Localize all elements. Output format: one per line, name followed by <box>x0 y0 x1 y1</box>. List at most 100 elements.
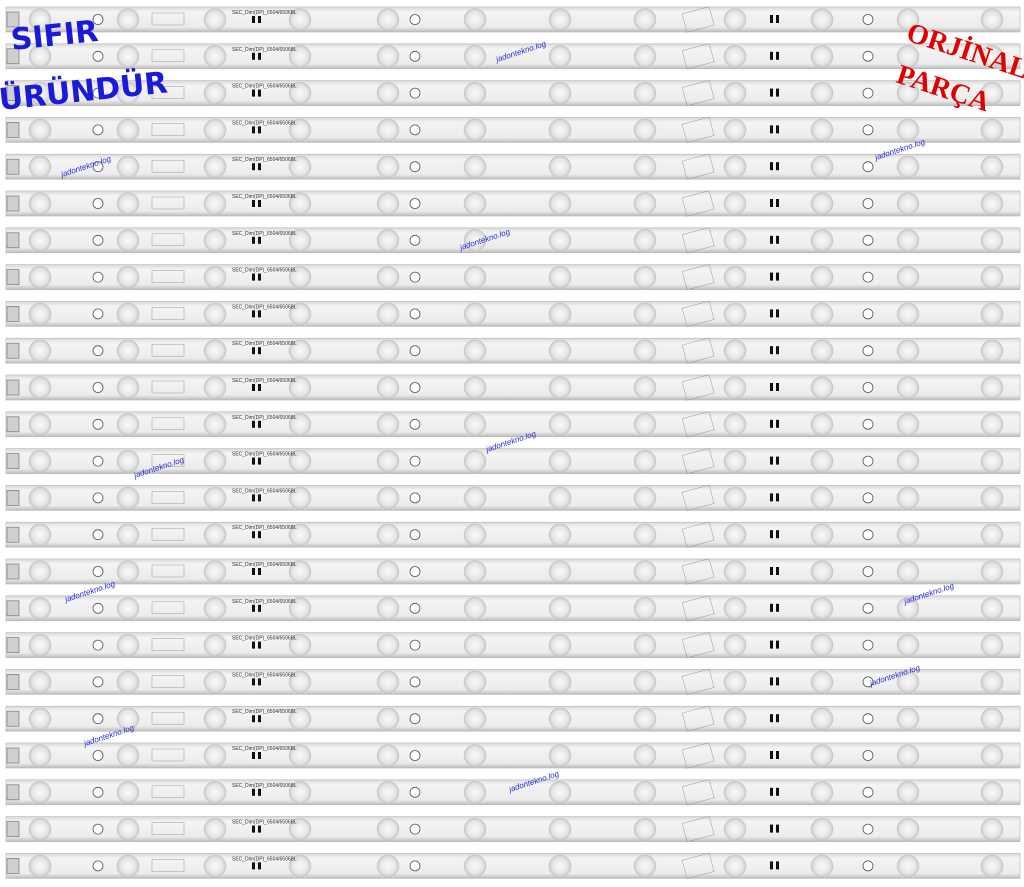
led-strip: SEC_Dim(DP)_6504/6506BL <box>5 558 1021 585</box>
led <box>28 597 52 620</box>
hole <box>92 87 104 99</box>
strip-label: SEC_Dim(DP)_6504/6506BL <box>232 84 297 90</box>
chip <box>776 493 779 502</box>
led <box>810 670 834 694</box>
led <box>463 413 487 436</box>
led <box>28 670 52 694</box>
hole <box>409 418 421 430</box>
hole <box>92 529 104 541</box>
led <box>376 376 400 399</box>
barcode <box>681 227 715 254</box>
led <box>810 486 834 510</box>
hole <box>92 161 104 173</box>
led <box>548 413 572 436</box>
chip <box>258 862 261 870</box>
chip <box>770 419 773 428</box>
chip <box>776 309 779 318</box>
led <box>288 560 312 583</box>
led <box>28 229 52 252</box>
led <box>633 413 657 436</box>
barcode <box>151 491 185 504</box>
strip-label: SEC_Dim(DP)_6504/6506BL <box>232 709 297 715</box>
chip <box>258 384 261 391</box>
chip <box>770 235 773 244</box>
led <box>203 633 227 657</box>
led <box>723 449 747 473</box>
led <box>548 817 572 841</box>
led <box>633 449 657 473</box>
led <box>288 376 312 399</box>
led <box>288 265 312 289</box>
strip-label: SEC_Dim(DP)_6504/6506BL <box>232 452 297 458</box>
strip-board <box>5 558 1021 585</box>
led <box>203 854 227 878</box>
connector <box>6 490 20 506</box>
led <box>28 413 52 436</box>
connector <box>6 306 20 322</box>
chip <box>776 824 779 833</box>
led <box>288 339 312 362</box>
chip <box>776 787 779 796</box>
hole <box>862 602 874 614</box>
chip <box>258 89 261 97</box>
led <box>723 376 747 399</box>
led-strip: SEC_Dim(DP)_6504/6506BL <box>5 521 1021 548</box>
led <box>203 707 227 730</box>
led <box>896 45 920 68</box>
chip <box>258 752 261 759</box>
led <box>633 265 657 289</box>
chip <box>258 641 261 649</box>
hole <box>92 860 104 872</box>
led <box>980 597 1004 620</box>
led <box>376 413 400 436</box>
led <box>116 597 140 620</box>
barcode <box>151 454 185 467</box>
chip <box>252 715 255 723</box>
led <box>116 817 140 841</box>
led <box>28 265 52 289</box>
barcode <box>681 337 715 364</box>
led <box>810 192 834 215</box>
chip <box>258 531 261 539</box>
led <box>288 302 312 326</box>
chip <box>776 603 779 612</box>
barcode <box>681 43 715 70</box>
hole <box>409 234 421 246</box>
chip <box>258 494 261 502</box>
led <box>723 302 747 326</box>
led <box>896 155 920 178</box>
led <box>633 339 657 362</box>
barcode <box>151 675 185 688</box>
led <box>28 744 52 767</box>
led <box>203 744 227 767</box>
chip <box>252 126 255 134</box>
chip <box>776 199 779 207</box>
hole <box>862 271 874 283</box>
led <box>896 229 920 252</box>
hole <box>862 566 874 577</box>
strip-board <box>5 779 1021 806</box>
led <box>548 155 572 178</box>
chip <box>776 272 779 281</box>
led <box>896 523 920 546</box>
barcode <box>151 49 185 63</box>
led-strip: SEC_Dim(DP)_6504/6506BL <box>5 668 1021 695</box>
chip <box>258 788 261 796</box>
chip <box>252 347 255 355</box>
connector <box>6 11 20 28</box>
led <box>463 707 487 730</box>
led-strip: SEC_Dim(DP)_6504/6506BL <box>5 374 1021 401</box>
hole <box>409 345 421 357</box>
led <box>116 118 140 142</box>
connector <box>6 600 20 617</box>
chip <box>258 16 261 23</box>
led <box>288 744 312 767</box>
led <box>980 449 1004 473</box>
led <box>548 854 572 878</box>
led <box>463 118 487 142</box>
led-strip: SEC_Dim(DP)_6504/6506BL <box>5 447 1021 475</box>
led <box>376 633 400 657</box>
hole <box>862 713 874 725</box>
strip-label: SEC_Dim(DP)_6504/6506BL <box>232 783 297 789</box>
led <box>548 192 572 215</box>
